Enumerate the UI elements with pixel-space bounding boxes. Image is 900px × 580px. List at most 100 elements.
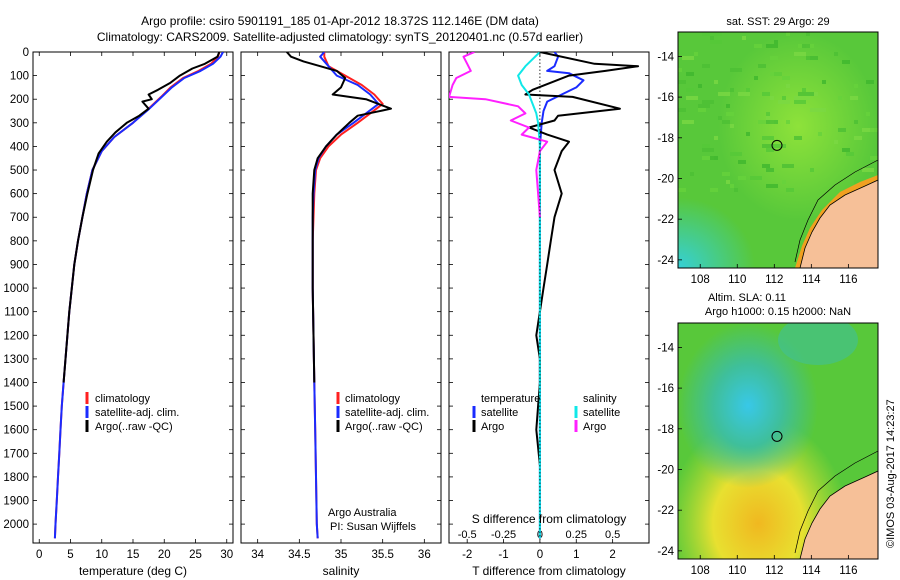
sst-pixel [702, 32, 714, 36]
temperature-x-tick-label: 5 [67, 549, 73, 561]
sla-coastline [799, 470, 878, 559]
salinity-satellite-line [517, 52, 541, 539]
depth-tick-label: 1600 [3, 425, 29, 437]
satellite-adj-clim-line [53, 52, 224, 539]
depth-tick-label: 100 [10, 71, 29, 83]
sst-pixel [746, 88, 750, 92]
sst-pixel [870, 156, 878, 160]
difference-salinity-tick-label: -0.5 [458, 529, 477, 541]
salinity-legend: climatology satellite-adj. clim. Argo(..… [336, 392, 429, 433]
sst-pixel [710, 40, 722, 44]
depth-tick-label: 2000 [3, 519, 29, 531]
sst-pixel [690, 172, 694, 176]
difference-salinity-tick-label: -0.25 [491, 529, 516, 541]
difference-x-tick-label: 1 [573, 549, 579, 561]
salinity-x-tick-label: 35 [335, 549, 348, 561]
sst-pixel [770, 56, 778, 60]
sst-pixel [730, 88, 734, 92]
sst-pixel [710, 36, 714, 40]
sst-pixel [838, 96, 842, 100]
sst-pixel [782, 164, 794, 168]
sst-pixel [862, 168, 874, 172]
sst-pixel [758, 120, 770, 124]
argo-raw-qc-line [286, 52, 392, 383]
sst-map-field [678, 32, 878, 268]
sst-pixel [854, 180, 862, 184]
sst-pixel [758, 64, 766, 68]
sst-pixel [810, 168, 814, 172]
legend-label-argo: Argo(..raw -QC) [345, 421, 423, 433]
sst-pixel [782, 76, 790, 80]
sst-pixel [842, 60, 850, 64]
sst-pixel [698, 108, 706, 112]
sst-pixel [766, 120, 778, 124]
sst-pixel [738, 92, 750, 96]
sst-pixel [806, 32, 810, 36]
temperature-legend: climatology satellite-adj. clim. Argo(..… [85, 392, 179, 433]
sst-pixel [686, 96, 698, 100]
sst-pixel [710, 188, 718, 192]
depth-tick-label: 1700 [3, 448, 29, 460]
map-lat-tick-label: -20 [657, 464, 674, 476]
map-lat-tick-label: -22 [657, 214, 674, 226]
map-lat-tick-label: -24 [657, 546, 674, 558]
sst-pixel [762, 136, 774, 140]
sst-pixel [766, 112, 770, 116]
depth-tick-label: 900 [10, 259, 29, 271]
sst-pixel [730, 124, 734, 128]
sst-argo-marker [771, 139, 783, 151]
legend-label-temp-argo: Argo [481, 421, 504, 433]
sst-pixel [738, 160, 746, 164]
sst-pixel [742, 36, 746, 40]
sst-pixel [686, 88, 694, 92]
salinity-x-tick-label: 36 [418, 549, 431, 561]
difference-salinity-tick-label: 0.25 [566, 529, 587, 541]
sst-pixel [794, 52, 806, 56]
salinity-x-tick-label: 35.5 [371, 549, 393, 561]
difference-series [449, 52, 640, 539]
sst-pixel [766, 184, 778, 188]
sst-pixel [730, 184, 734, 188]
depth-tick-label: 1100 [4, 307, 29, 319]
sst-pixel [842, 148, 850, 152]
sst-pixel [798, 92, 802, 96]
sst-pixel [678, 80, 686, 84]
sst-pixel [794, 136, 802, 140]
temperature-argo-line [524, 52, 640, 466]
legend-title-salinity: salinity [583, 393, 617, 405]
map-lon-tick-label: 112 [765, 274, 783, 286]
sst-pixel [698, 104, 710, 108]
map-lat-tick-label: -20 [657, 173, 674, 185]
temperature-x-tick-label: 10 [95, 549, 108, 561]
temperature-x-tick-label: 0 [36, 549, 42, 561]
sst-pixel [718, 116, 722, 120]
salinity-x-tick-label: 34 [251, 549, 264, 561]
difference-top-axis-label: S difference from climatology [472, 512, 627, 526]
depth-tick-label: 300 [10, 118, 29, 130]
sst-pixel [834, 140, 838, 144]
sst-pixel [802, 92, 814, 96]
sst-pixel [738, 176, 746, 180]
temperature-x-tick-label: 15 [127, 549, 140, 561]
sst-pixel [726, 112, 734, 116]
map-lat-tick-label: -16 [657, 92, 674, 104]
credit-institution: Argo Australia [328, 507, 397, 519]
sst-pixel [822, 108, 826, 112]
sst-pixel [802, 88, 806, 92]
temperature-x-tick-label: 20 [158, 549, 171, 561]
depth-tick-label: 400 [10, 141, 29, 153]
depth-tick-label: 1200 [3, 330, 29, 342]
depth-tick-label: 1400 [3, 377, 29, 389]
sst-pixel [818, 132, 822, 136]
legend-label-sal-satellite: satellite [583, 407, 620, 419]
sst-pixel [850, 96, 858, 100]
sst-pixel [726, 104, 730, 108]
sst-pixel [766, 44, 778, 48]
map-lon-tick-label: 108 [691, 565, 710, 577]
sst-pixel [810, 108, 822, 112]
difference-x-axis: -2 -1 0 1 2 [462, 52, 616, 561]
difference-salinity-tick-label: 0.5 [605, 529, 620, 541]
difference-x-tick-label: 0 [537, 549, 543, 561]
map-lon-tick-label: 114 [802, 274, 821, 286]
temperature-satellite-line [538, 52, 585, 539]
